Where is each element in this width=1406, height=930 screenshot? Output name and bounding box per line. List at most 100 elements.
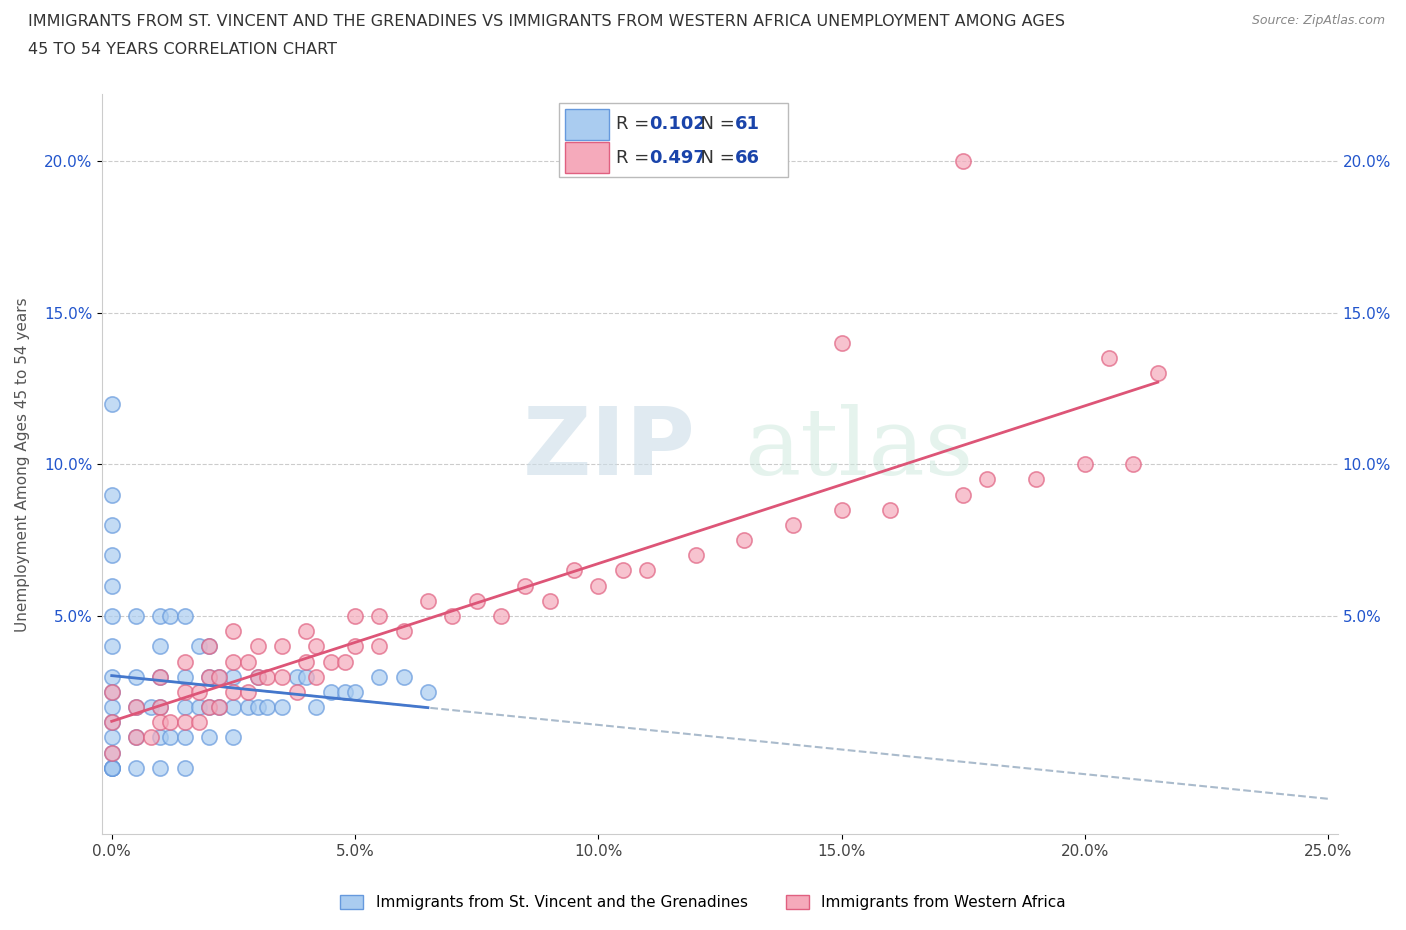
Point xyxy=(125,761,148,776)
Point xyxy=(159,715,181,730)
Point xyxy=(173,654,195,669)
Point xyxy=(159,608,181,623)
Point xyxy=(538,593,561,608)
Point xyxy=(198,670,221,684)
Text: R =: R = xyxy=(616,149,655,166)
Point xyxy=(222,654,245,669)
Text: 45 TO 54 YEARS CORRELATION CHART: 45 TO 54 YEARS CORRELATION CHART xyxy=(28,42,337,57)
Point xyxy=(173,670,195,684)
Point xyxy=(246,670,269,684)
Point xyxy=(100,670,122,684)
Point xyxy=(368,639,391,654)
Point xyxy=(100,715,122,730)
Point xyxy=(392,670,415,684)
Point xyxy=(222,684,245,699)
Point xyxy=(295,670,318,684)
Point xyxy=(831,502,853,517)
Point xyxy=(149,699,172,714)
Text: Source: ZipAtlas.com: Source: ZipAtlas.com xyxy=(1251,14,1385,27)
Text: R =: R = xyxy=(616,114,655,133)
Text: N =: N = xyxy=(689,114,741,133)
Point xyxy=(256,699,278,714)
Point xyxy=(149,639,172,654)
Point xyxy=(198,639,221,654)
Point xyxy=(188,639,211,654)
Point xyxy=(1122,457,1144,472)
Point xyxy=(198,699,221,714)
Text: N =: N = xyxy=(689,149,741,166)
Point xyxy=(236,684,259,699)
Point xyxy=(125,699,148,714)
Point xyxy=(271,639,294,654)
Point xyxy=(271,670,294,684)
Point xyxy=(139,730,162,745)
Point xyxy=(188,715,211,730)
Point xyxy=(125,730,148,745)
Point xyxy=(100,730,122,745)
Point xyxy=(100,487,122,502)
Point xyxy=(100,684,122,699)
Text: 66: 66 xyxy=(735,149,759,166)
Point xyxy=(319,654,342,669)
Text: atlas: atlas xyxy=(745,405,974,495)
Text: ZIP: ZIP xyxy=(522,404,695,496)
Point xyxy=(305,699,328,714)
Point xyxy=(173,608,195,623)
Point xyxy=(100,761,122,776)
Point xyxy=(125,670,148,684)
Point xyxy=(636,563,658,578)
Point xyxy=(125,730,148,745)
Point xyxy=(173,699,195,714)
Point xyxy=(879,502,901,517)
Point xyxy=(139,699,162,714)
Point xyxy=(236,654,259,669)
Point xyxy=(149,715,172,730)
Point xyxy=(149,670,172,684)
Point xyxy=(149,730,172,745)
Point xyxy=(198,639,221,654)
Point xyxy=(125,699,148,714)
Point xyxy=(222,699,245,714)
Point xyxy=(208,699,231,714)
Point xyxy=(198,730,221,745)
Point xyxy=(441,608,464,623)
Point xyxy=(173,761,195,776)
Point xyxy=(295,624,318,639)
Point xyxy=(208,670,231,684)
Point xyxy=(236,699,259,714)
Point xyxy=(831,336,853,351)
FancyBboxPatch shape xyxy=(565,142,609,173)
Point xyxy=(100,745,122,760)
Point xyxy=(1025,472,1047,487)
Point xyxy=(100,761,122,776)
Point xyxy=(685,548,707,563)
Point xyxy=(246,639,269,654)
FancyBboxPatch shape xyxy=(560,103,787,177)
Point xyxy=(222,730,245,745)
Point xyxy=(173,684,195,699)
Point xyxy=(100,548,122,563)
Point xyxy=(335,654,357,669)
Text: IMMIGRANTS FROM ST. VINCENT AND THE GRENADINES VS IMMIGRANTS FROM WESTERN AFRICA: IMMIGRANTS FROM ST. VINCENT AND THE GREN… xyxy=(28,14,1066,29)
Point xyxy=(100,699,122,714)
Point xyxy=(952,153,974,168)
Point xyxy=(343,639,366,654)
Point xyxy=(1074,457,1097,472)
Point xyxy=(368,608,391,623)
FancyBboxPatch shape xyxy=(565,109,609,140)
Point xyxy=(100,715,122,730)
Point xyxy=(285,684,308,699)
Point xyxy=(208,699,231,714)
Point xyxy=(733,533,755,548)
Text: 0.102: 0.102 xyxy=(650,114,706,133)
Point xyxy=(100,517,122,532)
Text: 61: 61 xyxy=(735,114,759,133)
Point xyxy=(100,684,122,699)
Point xyxy=(335,684,357,699)
Point xyxy=(1146,365,1168,380)
Point xyxy=(952,487,974,502)
Point xyxy=(100,396,122,411)
Point xyxy=(586,578,609,593)
Legend: Immigrants from St. Vincent and the Grenadines, Immigrants from Western Africa: Immigrants from St. Vincent and the Gren… xyxy=(333,887,1073,918)
Point xyxy=(198,670,221,684)
